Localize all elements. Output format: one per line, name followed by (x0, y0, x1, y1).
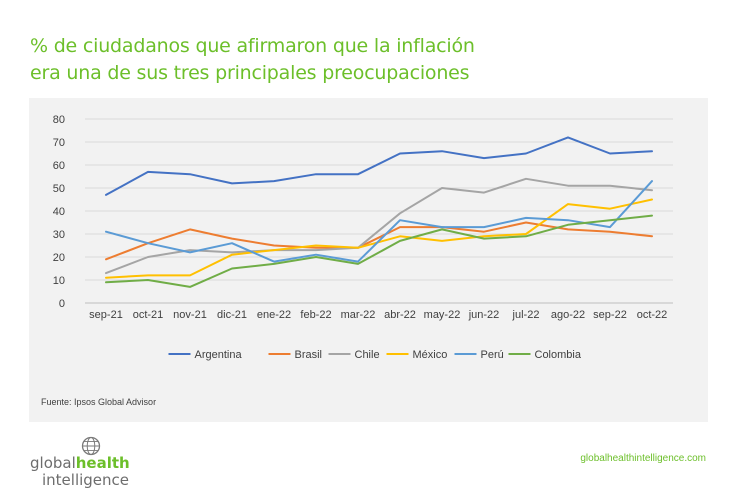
source-note: Fuente: Ipsos Global Advisor (41, 397, 157, 407)
logo: globalhealth intelligence (30, 436, 180, 492)
x-tick-label: may-22 (424, 309, 461, 321)
x-tick-label: dic-21 (217, 309, 247, 321)
y-tick-label: 0 (59, 298, 65, 310)
x-tick-label: ago-22 (551, 309, 585, 321)
y-tick-label: 80 (53, 114, 65, 126)
chart-panel: 0 10 20 30 40 50 60 70 80 sep-21 oct-21 nov-21 dic-2… (29, 98, 708, 422)
globe-icon (81, 436, 101, 456)
logo-text-intelligence: intelligence (42, 471, 130, 489)
logo-text-global-health: globalhealth (30, 454, 130, 472)
x-tick-label: ene-22 (257, 309, 291, 321)
y-tick-label: 70 (53, 137, 65, 149)
series-line-perú (105, 180, 653, 263)
legend-label: Colombia (535, 349, 582, 361)
title-line-2: era una de sus tres principales preocupa… (30, 62, 470, 84)
x-tick-label: feb-22 (300, 309, 331, 321)
website-link[interactable]: globalhealthintelligence.com (580, 453, 706, 464)
legend-label: Chile (355, 349, 380, 361)
x-tick-label: mar-22 (341, 309, 376, 321)
y-tick-label: 60 (53, 160, 65, 172)
x-tick-label: nov-21 (173, 309, 207, 321)
y-tick-label: 10 (53, 275, 65, 287)
y-tick-label: 40 (53, 206, 65, 218)
series-line-chile (105, 177, 653, 275)
x-tick-label: jul-22 (512, 309, 540, 321)
series-line-brasil (105, 221, 653, 261)
x-tick-label: abr-22 (384, 309, 416, 321)
series-line-colombia (105, 214, 653, 288)
x-tick-label: oct-21 (133, 309, 164, 321)
chart-title: % de ciudadanos que afirmaron que la inf… (30, 33, 475, 87)
x-tick-label: jun-22 (468, 309, 500, 321)
legend-label: México (413, 349, 448, 361)
x-tick-label: sep-22 (593, 309, 627, 321)
y-tick-label: 30 (53, 229, 65, 241)
series-line-argentina (105, 136, 653, 196)
x-tick-label: oct-22 (637, 309, 668, 321)
line-chart: 0 10 20 30 40 50 60 70 80 sep-21 oct-21 nov-21 dic-2… (53, 114, 673, 361)
y-tick-label: 20 (53, 252, 65, 264)
legend-label: Brasil (295, 349, 323, 361)
x-tick-label: sep-21 (89, 309, 123, 321)
title-line-1: % de ciudadanos que afirmaron que la inf… (30, 35, 475, 57)
legend-label: Perú (481, 349, 504, 361)
legend-label: Argentina (195, 349, 243, 361)
y-tick-label: 50 (53, 183, 65, 195)
